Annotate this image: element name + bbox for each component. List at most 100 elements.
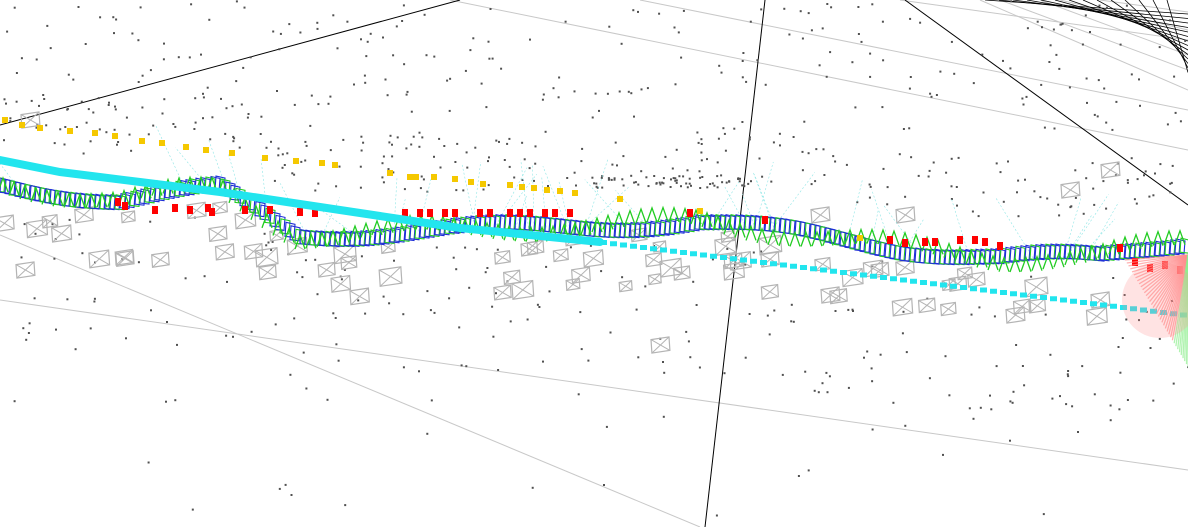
keyframe-camera-diagonal <box>941 302 956 316</box>
map-point <box>932 161 935 164</box>
keyframe-camera-diagonal <box>1006 306 1025 324</box>
map-point <box>75 126 78 128</box>
map-point <box>1055 53 1058 56</box>
reference-point <box>229 150 235 156</box>
map-point <box>930 95 933 98</box>
local-map-points <box>115 198 1183 274</box>
map-point <box>663 371 666 374</box>
trajectory-frustum <box>8 179 20 196</box>
local-map-point <box>477 209 483 217</box>
map-point <box>360 135 363 138</box>
trajectory-frustum <box>1044 243 1056 260</box>
map-point <box>242 66 245 69</box>
map-point <box>465 365 468 368</box>
keyframe-camera-diagonal <box>1013 298 1031 315</box>
map-point <box>202 92 204 95</box>
map-point <box>430 399 433 402</box>
map-point <box>743 185 746 188</box>
map-point <box>760 250 763 253</box>
map-point <box>55 328 57 331</box>
estimated-path-point <box>850 271 857 277</box>
trajectory-frustum <box>989 248 1001 265</box>
map-point <box>1133 198 1136 201</box>
map-point <box>909 76 912 78</box>
covisibility-edge <box>461 163 477 230</box>
map-point <box>278 487 281 490</box>
map-point <box>426 190 429 193</box>
map-point <box>1082 212 1085 215</box>
local-map-point <box>902 239 908 247</box>
keyframe-camera-diagonal <box>896 206 915 224</box>
keyframe-camera-diagonal <box>0 214 14 229</box>
map-point <box>645 176 648 179</box>
map-point <box>460 364 463 367</box>
map-point <box>288 23 291 26</box>
map-point <box>807 152 810 155</box>
map-point <box>342 138 345 141</box>
trajectory-frustum <box>639 221 651 238</box>
map-point <box>433 55 436 58</box>
map-point <box>523 158 526 161</box>
keyframe-camera-diagonal <box>0 220 15 230</box>
estimated-path-point <box>610 241 617 247</box>
map-point <box>276 90 278 92</box>
map-point <box>957 156 960 159</box>
axis-line <box>1124 0 1188 60</box>
map-point <box>1174 111 1177 114</box>
map-point <box>723 372 726 375</box>
keyframe-camera-diagonal <box>75 206 93 224</box>
map-point <box>728 180 731 183</box>
map-point <box>1166 123 1169 126</box>
map-point <box>781 373 784 376</box>
map-point <box>63 143 66 146</box>
map-point <box>618 90 621 93</box>
trajectory-frustum <box>679 216 691 234</box>
reference-points <box>2 117 863 241</box>
map-point <box>768 333 771 336</box>
map-point <box>709 183 712 185</box>
map-point <box>405 147 408 150</box>
local-map-point <box>507 209 513 217</box>
covisibility-edge <box>494 174 537 230</box>
trajectory-frustum <box>657 205 669 222</box>
map-point <box>271 240 274 243</box>
map-point <box>905 351 908 354</box>
map-point <box>429 309 432 312</box>
map-point <box>1058 214 1061 217</box>
map-point <box>669 186 672 188</box>
covisibility-edge <box>871 210 879 245</box>
map-point <box>748 136 751 139</box>
trajectory-frustum <box>349 224 361 241</box>
map-point <box>200 53 202 56</box>
covisibility-edge <box>471 161 481 230</box>
grid-line <box>0 299 1188 471</box>
map-point <box>529 38 531 41</box>
map-point <box>575 184 577 187</box>
map-point <box>601 186 604 189</box>
keyframe-camera-diagonal <box>259 264 276 281</box>
map-point <box>329 95 332 98</box>
map-point <box>422 178 425 181</box>
map-point <box>716 161 719 164</box>
axis-line <box>984 0 1188 15</box>
trajectory-frustum <box>833 228 845 245</box>
map-point <box>316 21 319 24</box>
map-point <box>317 103 320 106</box>
trajectory-frustum <box>1019 245 1031 262</box>
map-point <box>580 160 583 163</box>
map-point <box>74 348 77 351</box>
map-point <box>93 300 96 303</box>
map-point <box>326 398 329 401</box>
map-point <box>305 387 308 390</box>
map-point <box>817 391 820 394</box>
map-point <box>950 185 953 188</box>
map-point <box>480 82 483 85</box>
trajectory-frustum <box>964 248 976 266</box>
map-point <box>509 320 512 323</box>
map-point <box>99 16 102 19</box>
keyframe-camera-diagonal <box>583 249 603 268</box>
map-point <box>82 152 85 155</box>
map-point <box>426 290 429 293</box>
